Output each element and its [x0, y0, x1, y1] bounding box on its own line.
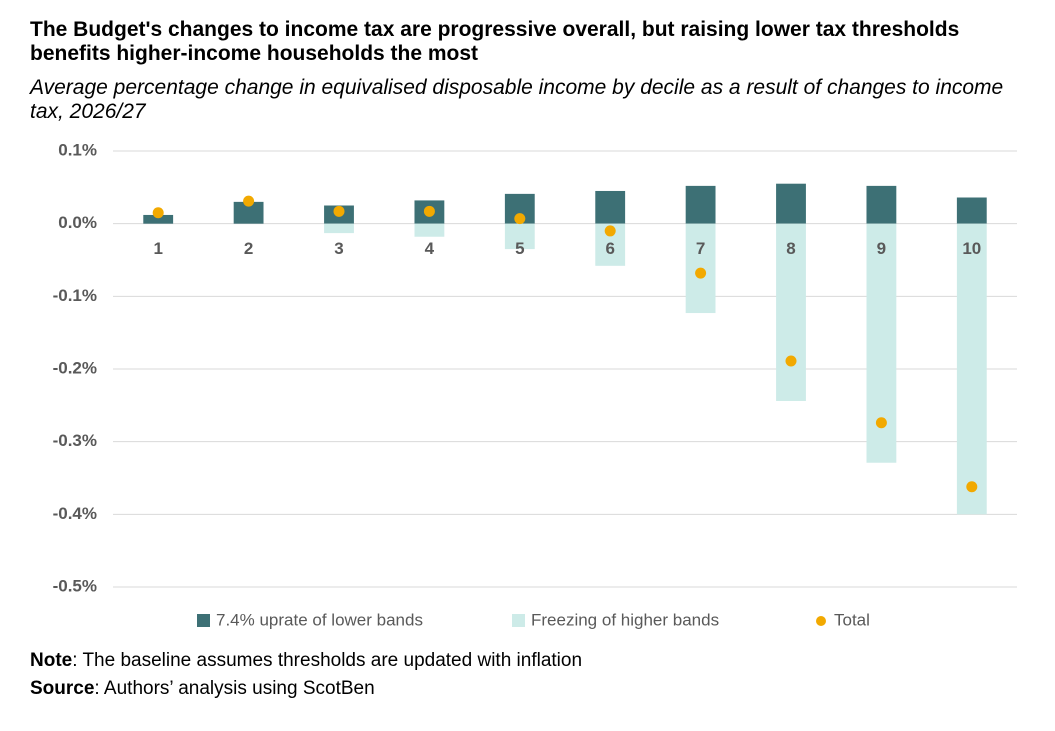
- bar: [595, 190, 626, 224]
- total-dot: [966, 481, 978, 493]
- bar: [956, 197, 987, 224]
- note-text: : The baseline assumes thresholds are up…: [72, 650, 583, 671]
- legend-swatch: [197, 614, 210, 627]
- total-dot: [333, 205, 345, 217]
- x-tick-label: 9: [877, 239, 886, 258]
- total-dot: [514, 213, 526, 225]
- y-tick-label: -0.2%: [53, 358, 97, 377]
- total-dot: [695, 267, 707, 279]
- y-tick-label: 0.1%: [58, 140, 97, 159]
- note: Note: The baseline assumes thresholds ar…: [30, 649, 1020, 673]
- total-dot: [604, 225, 616, 237]
- legend-swatch: [816, 616, 826, 626]
- chart-subtitle: Average percentage change in equivalised…: [30, 76, 1004, 123]
- bar: [233, 201, 264, 224]
- x-tick-label: 1: [153, 239, 162, 258]
- x-tick-label: 4: [425, 239, 435, 258]
- bar: [143, 214, 174, 224]
- x-tick-label: 8: [786, 239, 795, 258]
- x-tick-label: 7: [696, 239, 705, 258]
- bar: [504, 223, 535, 250]
- bar: [776, 183, 806, 224]
- x-tick-label: 6: [605, 239, 614, 258]
- x-tick-label: 5: [515, 239, 524, 258]
- total-dot: [423, 205, 435, 217]
- source: Source: Authors’ analysis using ScotBen: [30, 677, 1020, 701]
- bar: [776, 223, 806, 401]
- y-tick-label: -0.5%: [53, 576, 97, 595]
- legend-label: Freezing of higher bands: [531, 610, 719, 629]
- bar: [685, 185, 716, 224]
- note-label: Note: [30, 650, 73, 671]
- y-tick-label: -0.4%: [53, 504, 97, 523]
- bar: [956, 223, 987, 515]
- total-dot: [875, 417, 887, 429]
- total-dot: [243, 195, 255, 207]
- x-tick-label: 10: [962, 239, 981, 258]
- y-tick-label: -0.3%: [53, 431, 97, 450]
- x-tick-label: 3: [334, 239, 343, 258]
- bar: [866, 185, 897, 224]
- legend-label: Total: [834, 610, 870, 629]
- bar: [324, 223, 354, 234]
- legend-label: 7.4% uprate of lower bands: [216, 610, 423, 629]
- source-label: Source: [30, 678, 95, 699]
- total-dot: [152, 207, 164, 219]
- total-dot: [785, 355, 797, 367]
- y-tick-label: 0.0%: [58, 213, 97, 232]
- bar: [414, 223, 445, 237]
- x-tick-label: 2: [244, 239, 253, 258]
- chart: 0.1% 0.0% -0.1% -0.2% -0.3% -0.4% -0.5% 1 2 3 4 5 6 7…: [53, 140, 1017, 629]
- legend-swatch: [512, 614, 525, 627]
- chart-title: The Budget's changes to income tax are p…: [30, 18, 960, 65]
- y-tick-label: -0.1%: [53, 286, 97, 305]
- source-text: : Authors’ analysis using ScotBen: [94, 678, 375, 699]
